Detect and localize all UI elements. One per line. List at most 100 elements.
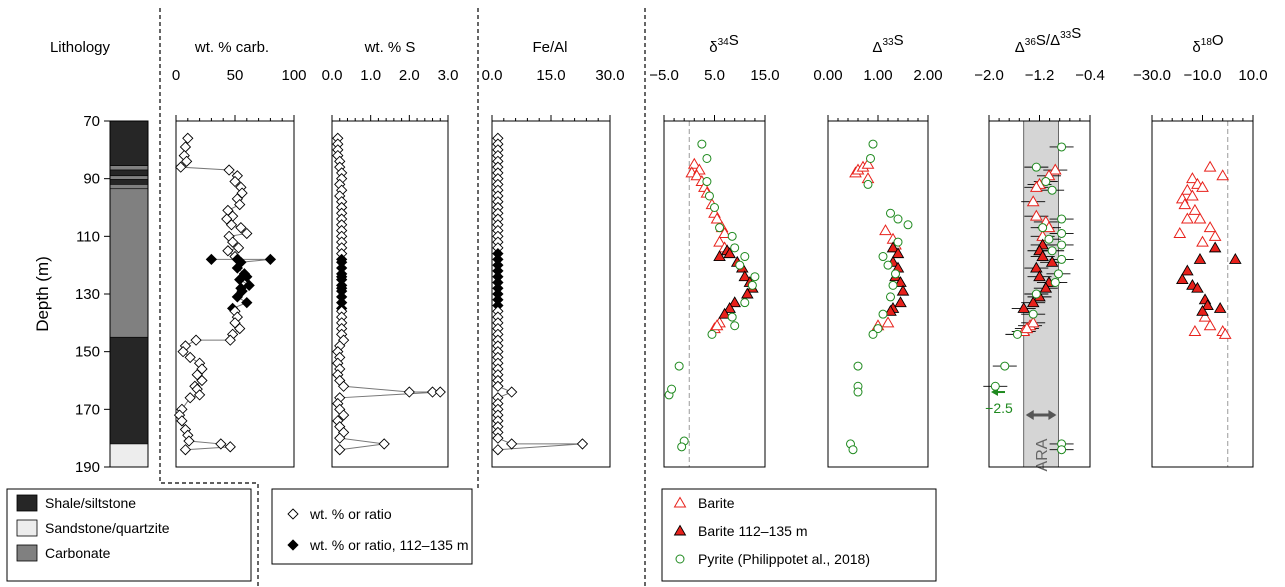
x-tick-label: −5.0: [649, 67, 679, 84]
data-point-pyrite: [853, 387, 863, 397]
data-point-barite-filled: [713, 250, 726, 261]
data-point-barite: [1029, 180, 1043, 192]
data-point-pyrite: [878, 252, 888, 262]
data-point-barite-filled: [673, 524, 687, 536]
data-point-diamond: [184, 351, 196, 364]
lithology-unit: [109, 179, 149, 185]
data-point-diamond: [222, 245, 234, 257]
data-point-pyrite: [1057, 254, 1067, 264]
panel-title: Δ33S: [872, 32, 903, 56]
data-point-barite: [1218, 327, 1232, 339]
data-point-barite-filled: [1030, 261, 1043, 273]
legend-swatch-shale: [16, 494, 38, 512]
panel-2: 0.0 15.0 30.0 Fe/Al: [482, 39, 625, 468]
lithology-column: Lithology 70 90 110 130 150 170 190 Depth (m): [33, 39, 149, 476]
panel-frame: [1151, 120, 1254, 468]
data-point-pyrite: [1041, 177, 1051, 187]
lithology-unit: [109, 188, 149, 338]
data-point-barite: [1180, 183, 1194, 195]
data-point-pyrite: [886, 208, 895, 218]
data-point-pyrite: [675, 554, 685, 564]
data-point-pyrite: [710, 203, 719, 212]
panel-frame: [491, 120, 611, 468]
x-tick-label: −30.0: [1133, 67, 1171, 84]
x-tick-label: 3.0: [438, 67, 459, 84]
data-point-barite-filled: [896, 284, 910, 296]
lithology-unit: [109, 120, 149, 166]
lithology-title: Lithology: [50, 39, 111, 56]
data-point-barite-filled: [723, 302, 736, 313]
depth-tick-label: 170: [75, 401, 100, 418]
data-point-pyrite: [1031, 289, 1041, 299]
x-tick-label: −0.4: [1075, 67, 1105, 84]
data-point-barite: [1203, 221, 1217, 233]
data-point-barite: [710, 319, 724, 331]
data-point-diamond: [403, 386, 415, 398]
data-point-pyrite: [1057, 214, 1067, 224]
data-point-barite: [1208, 229, 1222, 241]
data-point-barite: [1188, 203, 1202, 215]
data-point-barite: [1196, 235, 1209, 247]
data-point-barite-filled: [1213, 302, 1227, 313]
lithology-unit: [109, 175, 149, 180]
data-point-pyrite: [886, 292, 895, 302]
x-tick-label: 1.0: [360, 67, 381, 84]
data-point-diamond: [492, 380, 504, 392]
data-point-diamond: [287, 508, 299, 520]
x-tick-label: 10.0: [1238, 67, 1267, 84]
lithology-legend: [6, 488, 252, 582]
data-point-diamond: [334, 432, 346, 444]
isotope-legend: [661, 488, 937, 582]
panel-dividers: [159, 8, 646, 587]
data-point-diamond: [234, 322, 246, 335]
data-point-barite: [1048, 163, 1062, 175]
data-point-pyrite: [1028, 309, 1038, 319]
connecting-line: [497, 138, 583, 451]
data-point-diamond: [576, 438, 589, 450]
data-point-pyrite: [990, 381, 1000, 391]
data-point-diamond: [184, 392, 196, 404]
legend-label: Carbonate: [45, 545, 111, 561]
data-point-pyrite: [848, 445, 858, 455]
data-point-pyrite: [873, 324, 883, 334]
data-point-diamond: [196, 374, 208, 387]
data-point-diamond: [378, 438, 390, 450]
data-point-pyrite: [868, 329, 878, 339]
data-point-diamond: [492, 432, 504, 444]
data-point-diamond: [224, 441, 236, 453]
panel-6: −30.0 −10.0 10.0 δ18O: [1133, 32, 1268, 468]
data-point-diamond: [229, 175, 241, 188]
data-point-barite: [1029, 209, 1043, 221]
panel-frame: [331, 120, 449, 468]
x-tick-label: 30.0: [595, 67, 624, 84]
x-tick-label: 0: [172, 67, 180, 84]
data-point-diamond-filled: [243, 279, 255, 291]
data-point-barite: [1026, 316, 1040, 328]
depth-tick-label: 70: [83, 113, 100, 130]
data-point-barite: [1193, 212, 1207, 224]
data-point-pyrite: [863, 179, 873, 189]
data-point-barite: [1173, 226, 1187, 238]
data-point-pyrite: [1047, 185, 1057, 195]
data-point-pyrite: [893, 214, 903, 224]
connecting-line: [178, 138, 271, 451]
data-point-diamond: [235, 222, 247, 234]
data-point-barite: [1196, 180, 1209, 192]
depth-tick-label: 90: [83, 171, 100, 188]
legend-label: Pyrite (Philippotet al., 2018): [698, 551, 870, 567]
x-tick-label: 2.00: [913, 67, 942, 84]
panel-5: ARA −2.0 −1.2 −0.4 Δ36S/Δ33S −2.5: [974, 25, 1105, 471]
data-point-pyrite: [1012, 329, 1022, 339]
connecting-line: [337, 138, 441, 451]
data-point-diamond: [337, 380, 350, 392]
data-point-barite: [1216, 169, 1230, 181]
data-point-barite: [1178, 198, 1192, 210]
data-point-barite-filled: [1045, 255, 1059, 267]
marker-legend: [271, 488, 473, 565]
data-point-pyrite: [735, 260, 745, 270]
panel-title: wt. % S: [364, 39, 416, 56]
legend-label: Sandstone/quartzite: [45, 520, 170, 536]
ara-arrow-head: [1025, 410, 1034, 420]
data-point-barite-filled: [894, 296, 907, 308]
